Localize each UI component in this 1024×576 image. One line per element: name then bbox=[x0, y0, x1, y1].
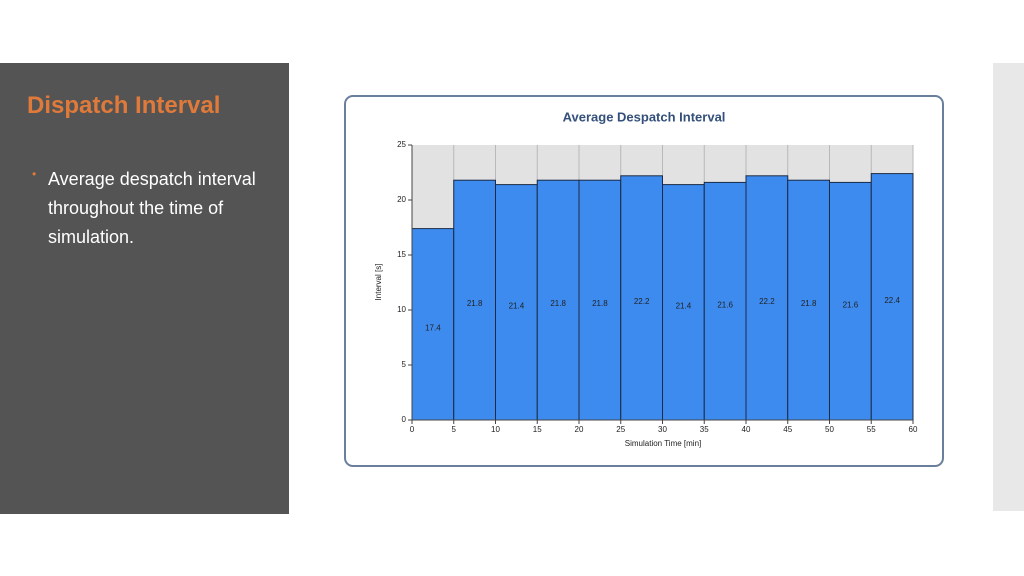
x-tick-label: 60 bbox=[909, 425, 918, 434]
bar bbox=[495, 184, 538, 421]
x-tick-label: 5 bbox=[452, 425, 457, 434]
x-tick-label: 35 bbox=[700, 425, 709, 434]
bar bbox=[536, 179, 580, 421]
bar bbox=[662, 184, 705, 421]
value-label: 21.4 bbox=[676, 301, 692, 310]
y-tick-label: 10 bbox=[397, 305, 406, 314]
bullet-dot: • bbox=[32, 167, 37, 181]
value-label: 22.2 bbox=[759, 297, 775, 306]
value-label: 21.8 bbox=[801, 299, 817, 308]
x-tick-label: 15 bbox=[533, 425, 542, 434]
y-tick-label: 5 bbox=[402, 360, 407, 369]
x-tick-label: 40 bbox=[742, 425, 751, 434]
x-tick-label: 30 bbox=[658, 425, 667, 434]
x-tick-label: 20 bbox=[575, 425, 584, 434]
side-panel bbox=[0, 63, 289, 514]
x-tick-label: 10 bbox=[491, 425, 500, 434]
bar bbox=[411, 228, 455, 421]
bar bbox=[870, 173, 914, 421]
value-label: 21.8 bbox=[550, 299, 566, 308]
value-label: 21.4 bbox=[509, 301, 525, 310]
value-label: 22.4 bbox=[884, 296, 900, 305]
x-axis-label: Simulation Time [min] bbox=[625, 439, 701, 448]
bar bbox=[745, 175, 789, 421]
side-strip bbox=[993, 63, 1024, 511]
bar bbox=[620, 175, 663, 421]
y-tick-label: 20 bbox=[397, 195, 406, 204]
bar bbox=[829, 181, 872, 421]
x-tick-label: 55 bbox=[867, 425, 876, 434]
y-axis-label: Interval [s] bbox=[374, 264, 383, 301]
y-tick-label: 0 bbox=[402, 415, 407, 424]
value-label: 21.6 bbox=[843, 300, 859, 309]
bar bbox=[578, 179, 622, 421]
x-tick-label: 0 bbox=[410, 425, 415, 434]
x-tick-label: 50 bbox=[825, 425, 834, 434]
value-label: 21.8 bbox=[467, 299, 483, 308]
y-tick-label: 15 bbox=[397, 250, 406, 259]
value-label: 17.4 bbox=[425, 323, 441, 332]
y-tick-label: 25 bbox=[397, 140, 406, 149]
value-label: 21.8 bbox=[592, 299, 608, 308]
slide-title: Dispatch Interval bbox=[27, 92, 221, 119]
bar bbox=[703, 181, 747, 421]
chart-title: Average Despatch Interval bbox=[563, 109, 726, 124]
value-label: 22.2 bbox=[634, 297, 650, 306]
value-label: 21.6 bbox=[717, 300, 733, 309]
bullet-text: Average despatch interval throughout the… bbox=[48, 169, 256, 247]
x-tick-label: 45 bbox=[783, 425, 792, 434]
x-tick-label: 25 bbox=[616, 425, 625, 434]
